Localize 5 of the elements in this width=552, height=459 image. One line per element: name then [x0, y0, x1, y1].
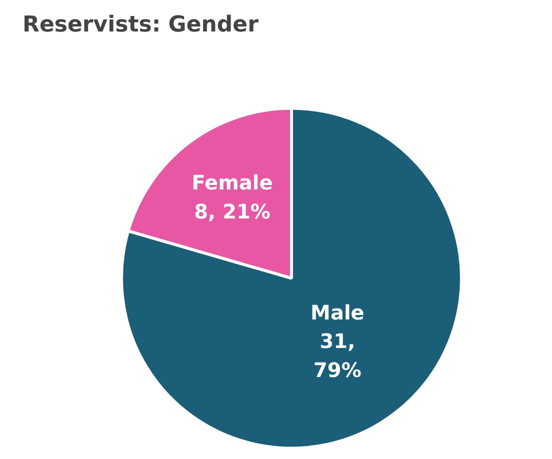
slice-label: Male [310, 300, 364, 324]
chart-title: Reservists: Gender [22, 12, 259, 38]
slice-label: Female [192, 170, 273, 195]
data-label: 8, 21% [194, 199, 270, 224]
data-label: 31, 79% [314, 329, 362, 382]
